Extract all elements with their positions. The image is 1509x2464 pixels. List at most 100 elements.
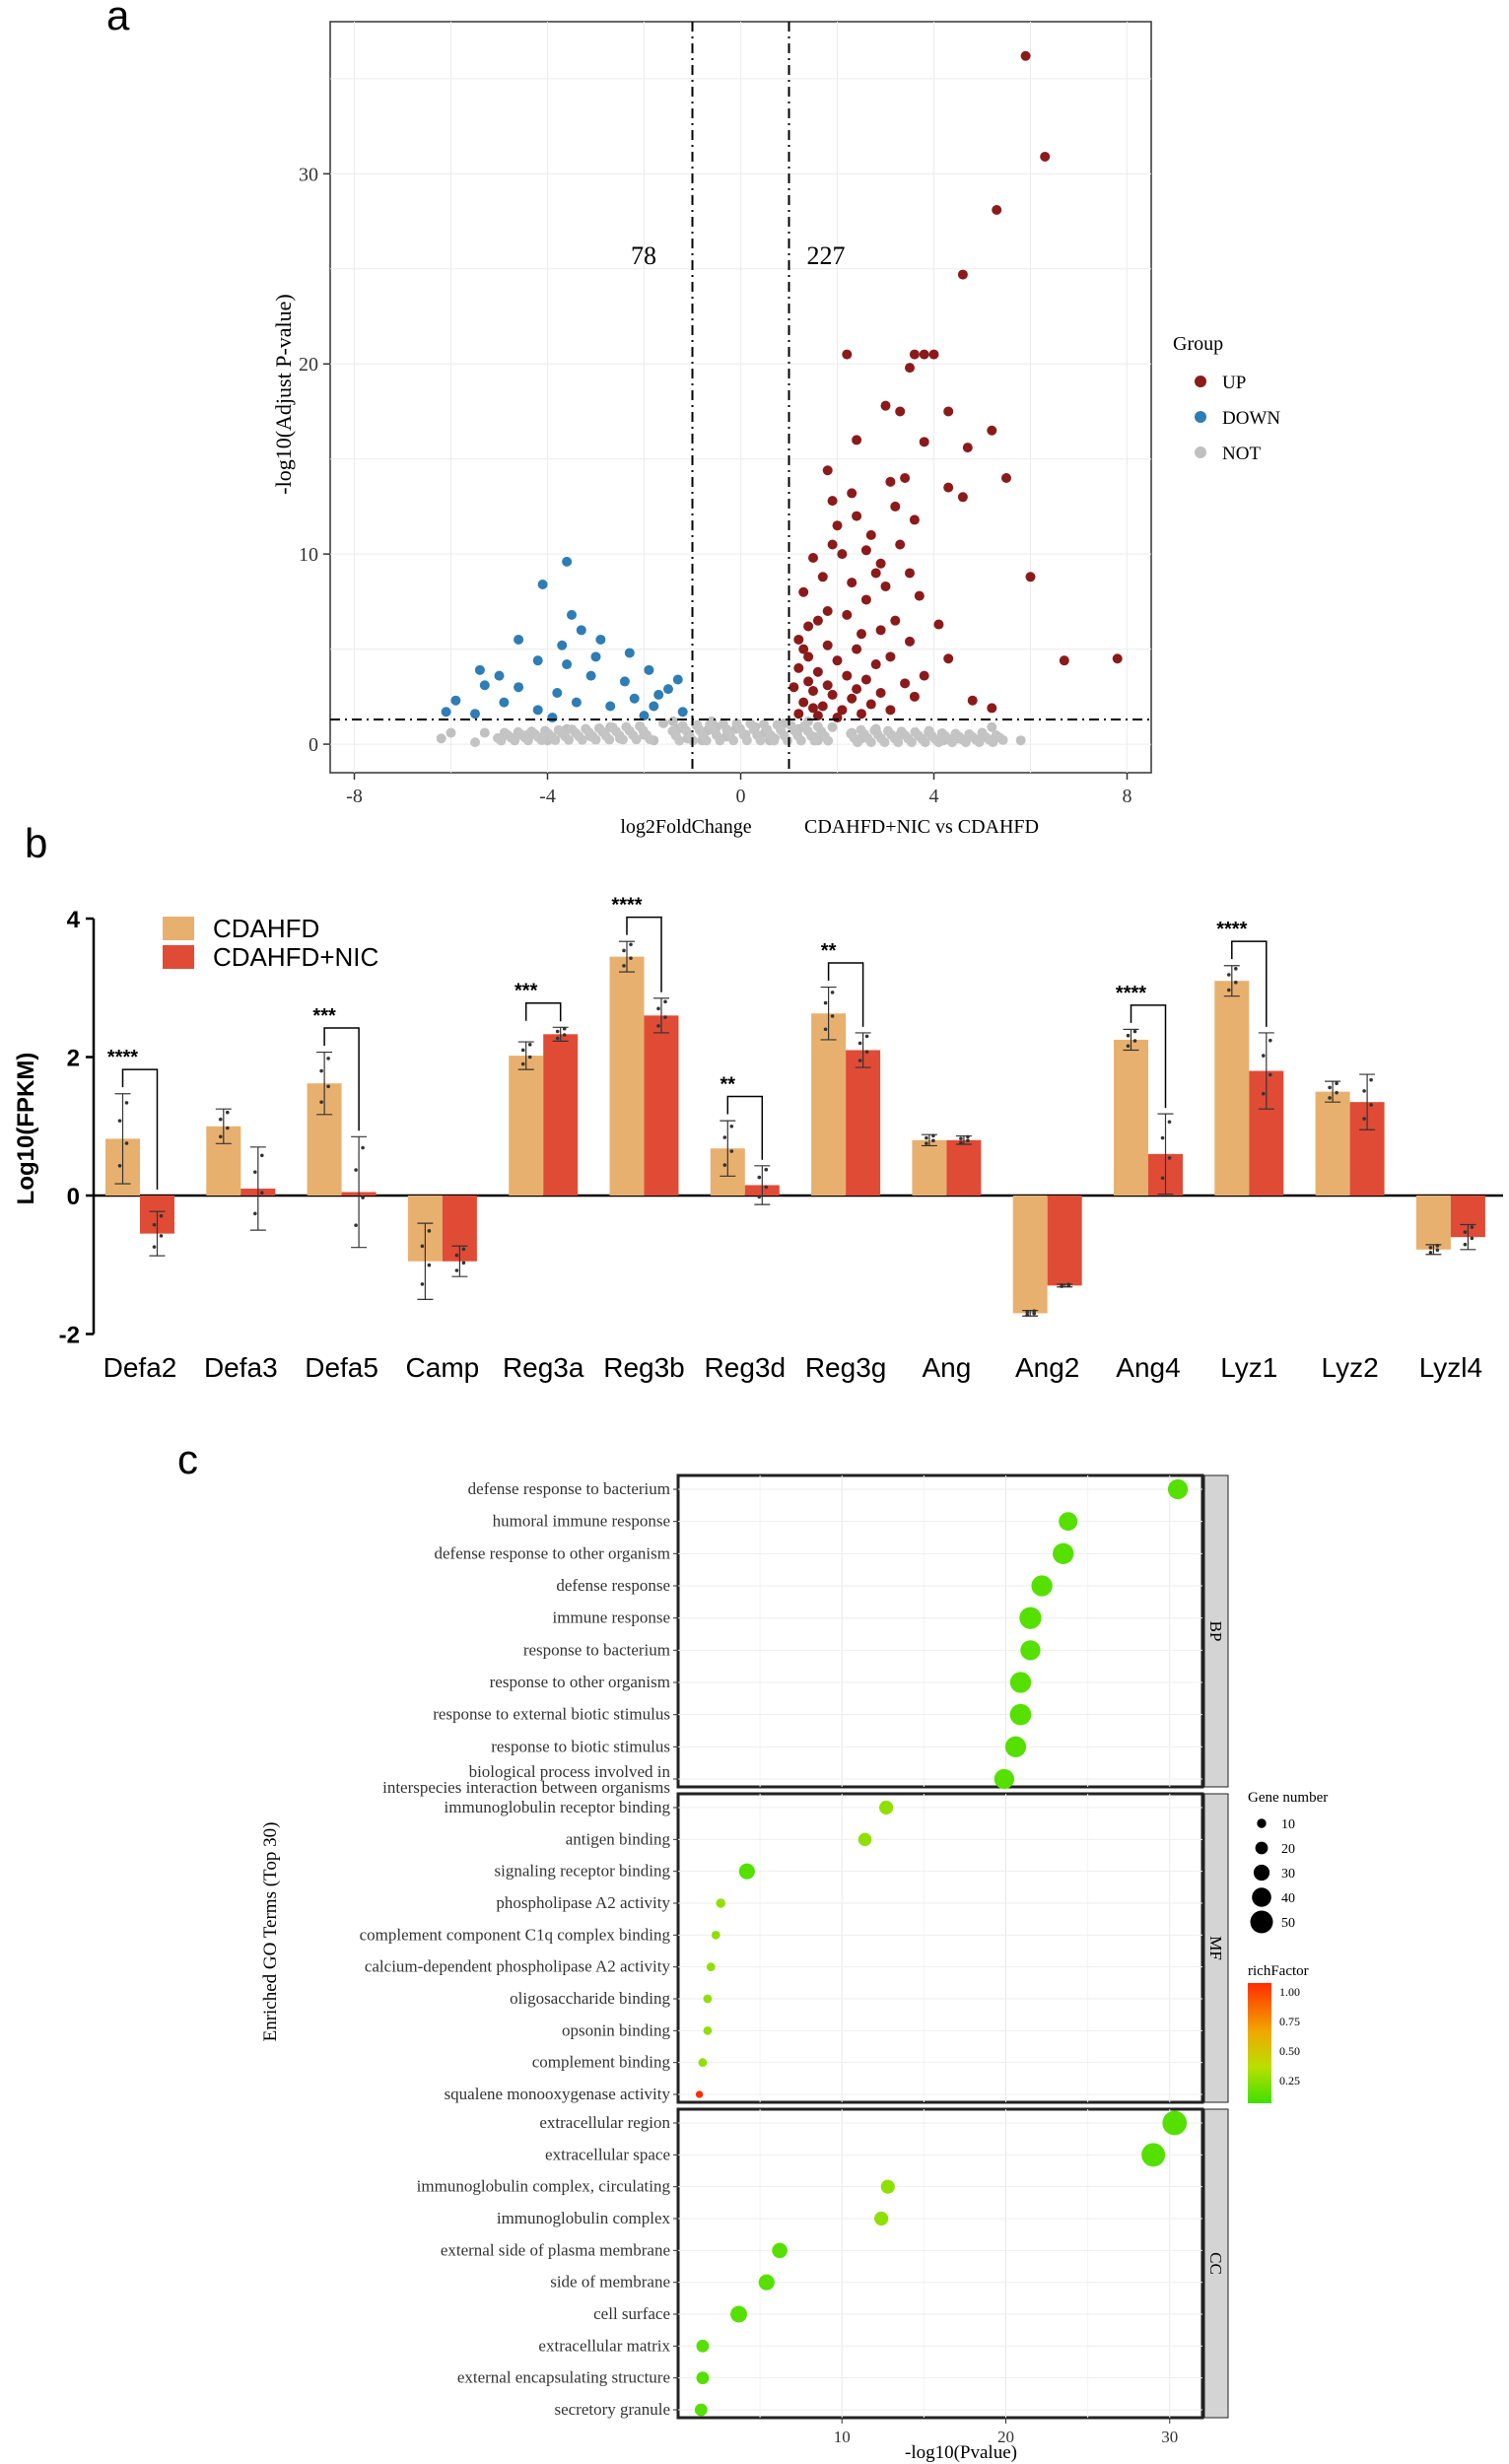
size-legend: 10 20 30 40 50: [1250, 1817, 1295, 1934]
volcano-point-down: [514, 682, 524, 693]
bar-datapoint: [562, 1033, 567, 1037]
go-term-label: complement binding: [532, 2053, 671, 2072]
volcano-point-up: [822, 680, 833, 691]
volcano-point-not: [745, 719, 756, 729]
go-term-label: response to bacterium: [523, 1640, 670, 1659]
bar-category-label: Reg3d: [705, 1352, 787, 1383]
volcano-point-down: [571, 697, 582, 708]
volcano-point-not: [635, 720, 646, 731]
bar-datapoint: [629, 956, 633, 960]
bar-category-label: Reg3g: [805, 1352, 887, 1383]
panel-label-b: b: [25, 820, 47, 866]
volcano-point-up: [793, 662, 804, 673]
bar-datapoint: [629, 942, 633, 947]
volcano-point-not: [499, 727, 510, 738]
volcano-point-down: [470, 709, 480, 719]
go-term-label: immunoglobulin complex: [497, 2209, 671, 2227]
volcano-point-not: [987, 721, 997, 732]
facet-strip-label: CC: [1206, 2252, 1225, 2275]
volcano-point-up: [909, 514, 920, 525]
bar-datapoint: [124, 1101, 129, 1105]
volcano-point-up: [852, 644, 862, 654]
go-term-label: immunoglobulin complex, circulating: [417, 2177, 671, 2196]
significance-label: **: [720, 1074, 736, 1096]
bar-category-label: Camp: [406, 1352, 480, 1383]
bar-datapoint: [124, 1141, 129, 1145]
volcano-point-up: [1001, 472, 1011, 483]
legend-not-label: NOT: [1222, 444, 1261, 464]
volcano-point-not: [493, 732, 504, 743]
go-dot: [703, 1994, 713, 2004]
volcano-point-up: [919, 670, 929, 681]
bar-datapoint: [1328, 1085, 1332, 1090]
bar-legend-label-nic: CDAHFD+NIC: [213, 942, 378, 972]
volcano-point-up: [1059, 655, 1069, 666]
go-term-label: extracellular region: [539, 2113, 670, 2132]
volcano-point-up: [812, 666, 823, 677]
volcano-point-down: [450, 695, 461, 706]
bar-datapoint: [1435, 1244, 1440, 1248]
bar-datapoint: [1160, 1135, 1165, 1140]
go-dot: [880, 2179, 895, 2194]
bar-datapoint: [555, 1029, 560, 1034]
go-term-label: extracellular space: [545, 2145, 670, 2163]
volcano-point-up: [928, 349, 939, 360]
bar-ytick-label: 0: [67, 1184, 80, 1210]
significance-bracket: [726, 1095, 764, 1160]
bar-category-label: Reg3a: [503, 1352, 584, 1383]
bar-datapoint: [461, 1261, 466, 1266]
volcano-point-up: [1112, 653, 1123, 664]
bar-datapoint: [159, 1234, 164, 1238]
volcano-ylabel: -log10(Adjust P-value): [271, 294, 296, 494]
volcano-point-up: [822, 465, 833, 476]
bar-datapoint: [1362, 1117, 1366, 1121]
significance-bracket: [827, 962, 864, 1027]
bar-datapoint: [1335, 1081, 1338, 1085]
go-term-label: humoral immune response: [493, 1512, 670, 1531]
bar-datapoint: [857, 1059, 862, 1062]
volcano-point-up: [900, 472, 911, 483]
volcano-xtick-label: -8: [346, 786, 363, 807]
go-xtick-label: 30: [1161, 2428, 1178, 2446]
size-legend-title: Gene number: [1248, 1790, 1328, 1806]
go-dot: [738, 1863, 755, 1880]
volcano-legend-title: Group: [1173, 333, 1223, 355]
volcano-point-not: [869, 725, 880, 736]
volcano-xtick-label: -4: [539, 786, 556, 807]
bar-datapoint: [1032, 1309, 1036, 1313]
volcano-point-up: [852, 511, 862, 521]
volcano-point-up: [890, 615, 901, 626]
bar-datapoint: [1234, 967, 1238, 971]
go-dot: [696, 2339, 710, 2353]
bar-datapoint: [1470, 1236, 1475, 1241]
bar-category-label: Lyz1: [1220, 1352, 1277, 1383]
bar-datapoint: [656, 1006, 660, 1011]
go-facets: BP MF CC: [676, 1473, 1229, 2420]
bar-datapoint: [656, 1024, 660, 1028]
volcano-point-not: [936, 727, 947, 738]
volcano-ytick-label: 0: [309, 734, 318, 756]
go-term-label: response to other organism: [490, 1673, 670, 1691]
bar-datapoint: [663, 999, 667, 1004]
bar-datapoint: [729, 1124, 734, 1129]
volcano-point-up: [943, 653, 954, 664]
bar-datapoint: [117, 1119, 122, 1123]
bar-datapoint: [1167, 1120, 1172, 1125]
significance-label: ****: [1116, 983, 1146, 1004]
volcano-point-up: [803, 651, 814, 662]
panel-label-c: c: [177, 1436, 198, 1482]
bar-datapoint: [152, 1222, 157, 1227]
go-term-label: oligosaccharide binding: [510, 1989, 670, 2008]
volcano-point-down: [576, 625, 586, 636]
bar-datapoint: [1032, 1311, 1036, 1316]
volcano-point-up: [919, 437, 929, 447]
volcano-point-up: [967, 695, 978, 706]
bar-datapoint: [722, 1163, 727, 1167]
bar-Reg3b-cdahfd: [609, 956, 645, 1196]
significance-bracket: [524, 1001, 562, 1022]
volcano-point-up: [865, 529, 876, 540]
bar-datapoint: [764, 1167, 769, 1172]
significance-bracket: [626, 916, 662, 992]
volcano-point-up: [789, 682, 799, 693]
volcano-grid: [330, 22, 1151, 773]
